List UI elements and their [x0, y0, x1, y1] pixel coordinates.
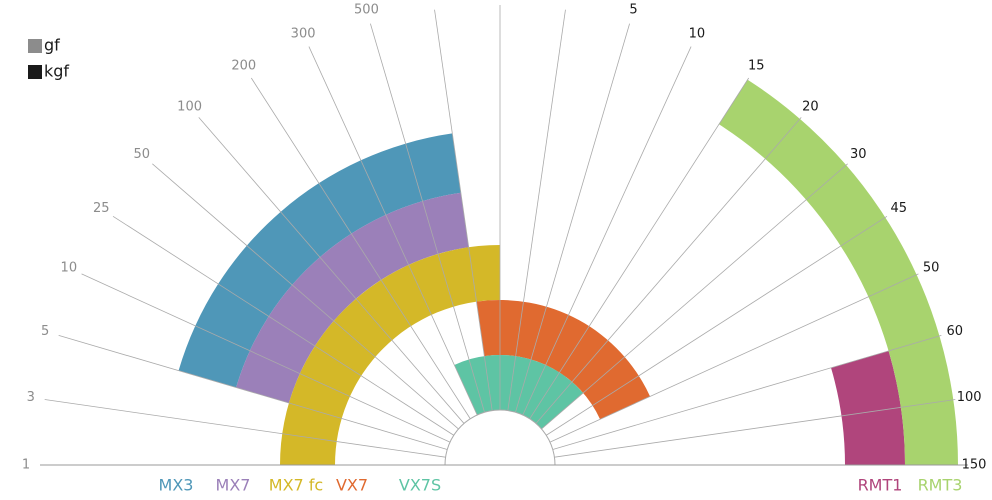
series-label: MX7 fc	[269, 476, 323, 495]
tick-label: 25	[93, 201, 110, 216]
legend-swatch	[28, 65, 42, 79]
tick-line	[152, 163, 459, 430]
tick-label: 10	[61, 261, 78, 276]
tick-line	[198, 117, 465, 424]
tick-label: 300	[291, 26, 316, 41]
tick-line	[250, 77, 471, 419]
tick-line	[554, 399, 956, 458]
tick-line	[370, 23, 485, 413]
range-arc	[831, 350, 905, 465]
tick-line	[549, 273, 919, 443]
tick-line	[308, 46, 478, 416]
tick-label: 3	[27, 390, 35, 405]
hub	[444, 409, 556, 466]
tick-line	[434, 9, 493, 411]
series-label: VX7S	[399, 476, 441, 495]
tick-line	[81, 273, 451, 443]
tick-label: 100	[177, 99, 202, 114]
tick-line	[552, 335, 942, 450]
series-label: RMT3	[918, 476, 963, 495]
tick-label: 15	[748, 59, 765, 74]
tick-label: 50	[923, 261, 940, 276]
range-arc	[178, 133, 461, 388]
tick-line	[546, 215, 888, 436]
tick-label: 5	[629, 3, 637, 18]
tick-line	[529, 77, 750, 419]
range-arc	[476, 300, 651, 420]
tick-label: 5	[41, 324, 49, 339]
tick-label: 500	[354, 3, 379, 18]
tick-line	[522, 46, 692, 416]
tick-label: 10	[689, 26, 706, 41]
tick-line	[58, 335, 448, 450]
legend: gf kgf MX3 MX7 MX7 fc VX7 VX7S RMT1 RMT3	[28, 36, 962, 495]
tick-labels: 1351025501002003005001235101520304550601…	[22, 0, 987, 473]
tick-label: 50	[134, 147, 151, 162]
tick-line	[112, 215, 454, 436]
tick-line	[535, 117, 802, 424]
series-label: MX3	[159, 476, 194, 495]
tick-line	[515, 23, 630, 413]
tick-lines	[40, 5, 960, 466]
tick-label: 150	[962, 458, 987, 473]
series-label: VX7	[336, 476, 368, 495]
tick-label: 20	[802, 99, 819, 114]
tick-label: 200	[231, 59, 256, 74]
tick-label: 1	[22, 458, 30, 473]
tick-label: 1	[428, 0, 436, 3]
arcs	[178, 79, 958, 466]
series-label: RMT1	[858, 476, 903, 495]
range-arc	[718, 79, 958, 466]
tick-label: 30	[850, 147, 867, 162]
legend-label: gf	[44, 36, 60, 55]
legend-swatch	[28, 39, 42, 53]
legend-label: kgf	[44, 62, 69, 81]
tick-label: 45	[890, 201, 907, 216]
tick-line	[44, 399, 446, 458]
tick-label: 3	[563, 0, 571, 3]
range-arc	[280, 245, 500, 465]
tick-label: 60	[947, 324, 964, 339]
tick-label: 100	[957, 390, 982, 405]
range-arc	[236, 192, 469, 404]
tick-line	[507, 9, 566, 411]
series-label: MX7	[216, 476, 251, 495]
tick-line	[541, 163, 848, 430]
